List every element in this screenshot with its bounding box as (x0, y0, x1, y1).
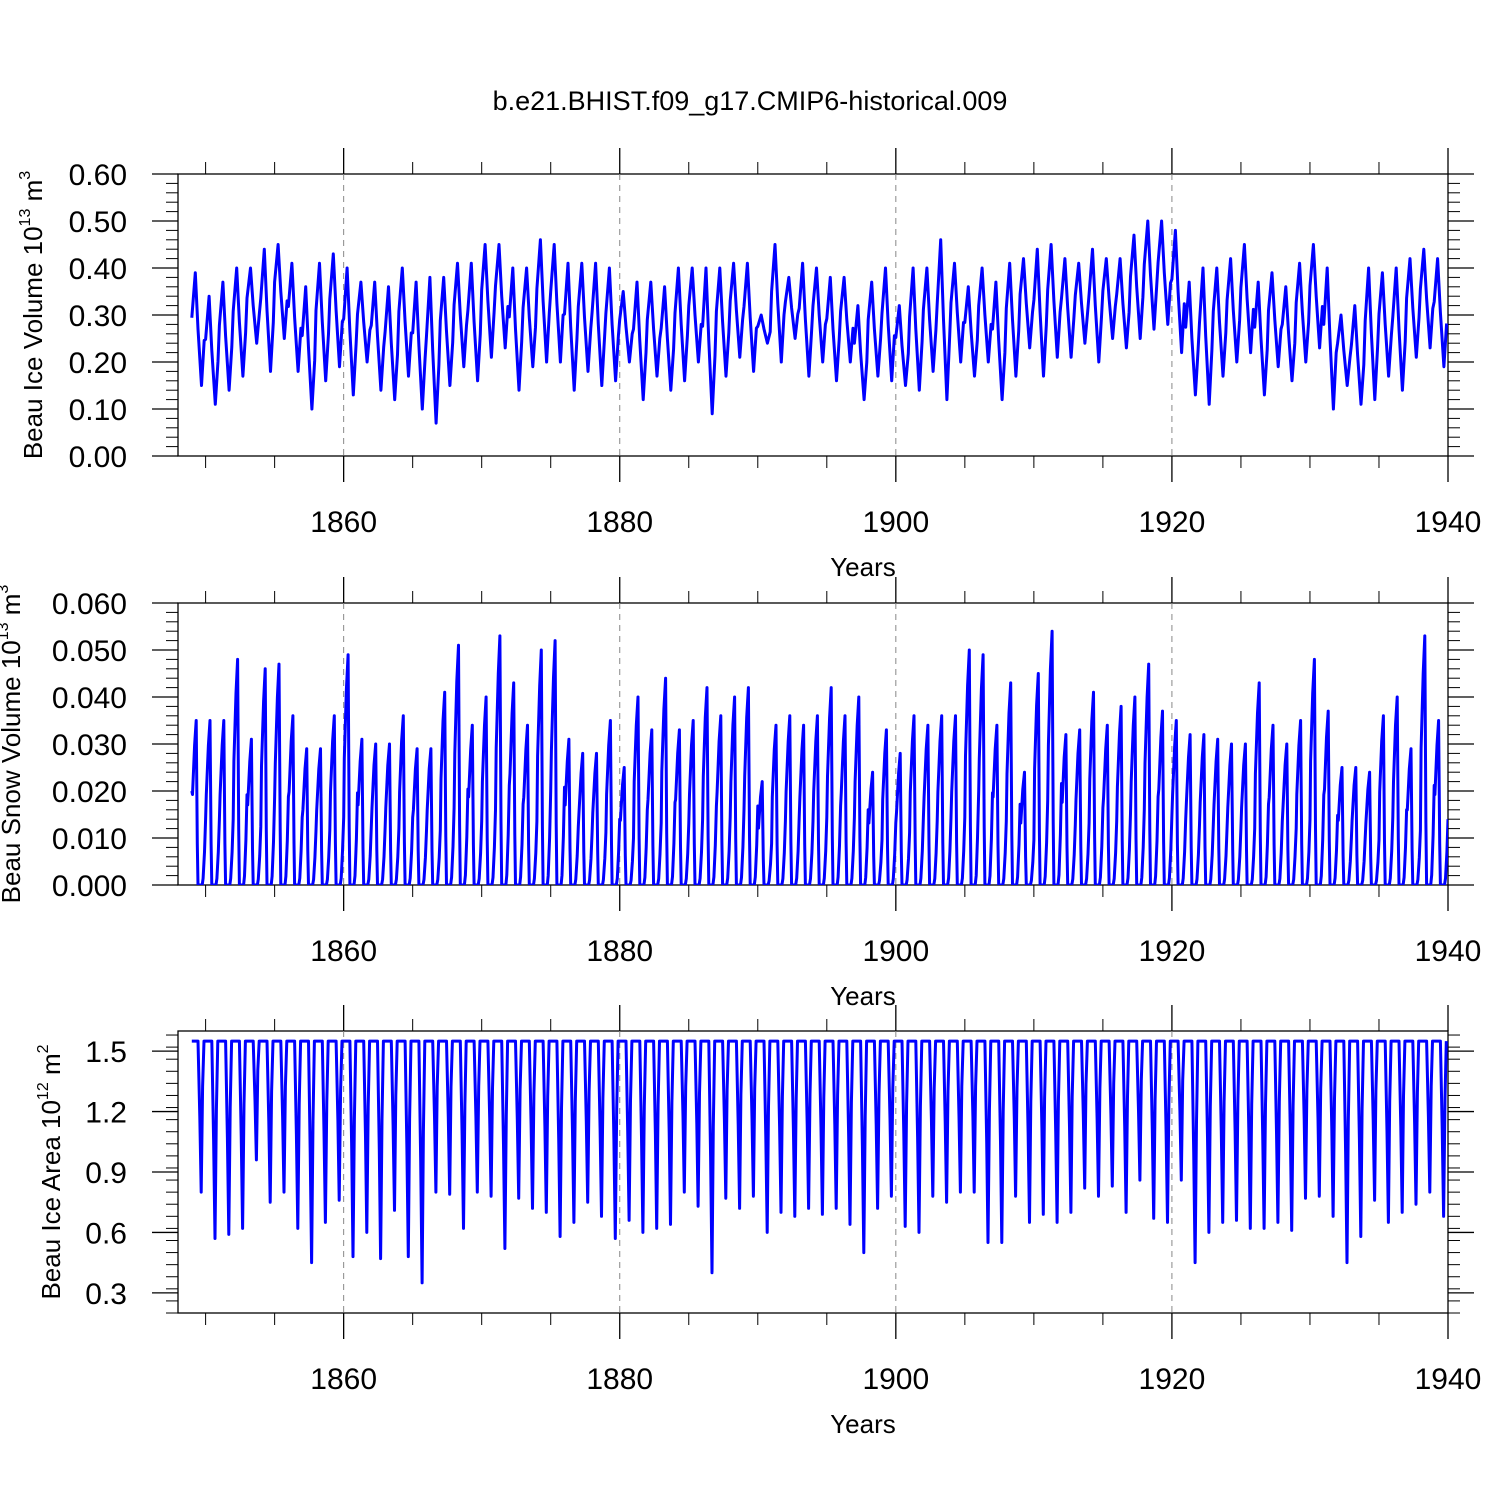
y-label-unit-exponent: 3 (0, 585, 12, 594)
x-tick-label: 1900 (862, 935, 929, 968)
y-label-unit: m (18, 180, 48, 209)
y-label-prefix: Beau Ice Volume 10 (18, 226, 48, 459)
y-axis-label: Beau Snow Volume 1013 m3 (0, 585, 26, 904)
x-tick-label: 1860 (310, 935, 377, 968)
x-tick-label: 1900 (862, 506, 929, 539)
y-tick-label: 0.30 (69, 300, 127, 333)
y-tick-label: 0.9 (85, 1157, 127, 1190)
x-tick-label: 1860 (310, 1363, 377, 1396)
y-tick-label: 0.60 (69, 159, 127, 192)
y-label-unit: m (36, 1053, 66, 1082)
y-tick-label: 0.6 (85, 1217, 127, 1250)
y-tick-label: 0.50 (69, 206, 127, 239)
x-tick-label: 1920 (1139, 506, 1206, 539)
y-tick-label: 0.040 (52, 682, 127, 715)
y-tick-label: 0.020 (52, 776, 127, 809)
y-label-exponent: 13 (0, 622, 12, 640)
y-tick-label: 0.3 (85, 1278, 127, 1311)
y-axis: 0.3 0.6 0.9 1.2 1.5 (85, 1034, 1474, 1314)
y-tick-label: 0.10 (69, 394, 127, 427)
x-tick-label: 1860 (310, 506, 377, 539)
x-tick-label: 1880 (586, 1363, 653, 1396)
x-axis: 1860 1880 1900 1920 1940 (205, 1005, 1482, 1396)
y-tick-label: 0.010 (52, 823, 127, 856)
x-axis-label: Years (830, 981, 896, 1011)
y-tick-label: 0.050 (52, 635, 127, 668)
y-label-exponent: 13 (17, 209, 34, 227)
x-tick-label: 1880 (586, 506, 653, 539)
panel-ice-area: 0.3 0.6 0.9 1.2 1.5 1860 1880 1900 1920 1940 Years… (35, 1005, 1481, 1439)
y-label-unit-exponent: 3 (17, 171, 34, 180)
y-axis: 0.00 0.10 0.20 0.30 0.40 0.50 0.60 (69, 159, 1474, 474)
x-tick-label: 1880 (586, 935, 653, 968)
y-tick-label: 0.00 (69, 441, 127, 474)
y-axis: 0.000 0.010 0.020 0.030 0.040 0.050 0.060 (52, 588, 1474, 903)
x-axis-label: Years (830, 1409, 896, 1439)
series-line-ice-volume (190, 219, 1448, 425)
y-tick-label: 0.20 (69, 347, 127, 380)
x-tick-label: 1920 (1139, 1363, 1206, 1396)
y-label-unit-exponent: 2 (35, 1044, 52, 1053)
y-tick-label: 0.030 (52, 729, 127, 762)
x-axis: 1860 1880 1900 1920 1940 (205, 577, 1482, 968)
y-label-exponent: 12 (35, 1082, 52, 1100)
x-tick-label: 1900 (862, 1363, 929, 1396)
x-tick-label: 1920 (1139, 935, 1206, 968)
panels: 0.00 0.10 0.20 0.30 0.40 0.50 0.60 1860 1880 1900… (0, 148, 1481, 1439)
y-axis-label: Beau Ice Volume 1013 m3 (17, 171, 48, 459)
series-line-snow-volume (190, 629, 1448, 885)
y-tick-label: 0.000 (52, 870, 127, 903)
y-tick-label: 1.5 (85, 1036, 127, 1069)
x-axis-label: Years (830, 552, 896, 582)
x-tick-label: 1940 (1415, 935, 1482, 968)
y-label-unit: m (0, 594, 26, 623)
series-line-ice-area (191, 1039, 1448, 1285)
x-axis: 1860 1880 1900 1920 1940 (205, 148, 1482, 539)
y-tick-label: 1.2 (85, 1097, 127, 1130)
y-label-prefix: Beau Snow Volume 10 (0, 640, 26, 903)
y-axis-label: Beau Ice Area 1012 m2 (35, 1044, 66, 1299)
x-tick-label: 1940 (1415, 506, 1482, 539)
y-tick-label: 0.060 (52, 588, 127, 621)
y-label-prefix: Beau Ice Area 10 (36, 1100, 66, 1299)
y-tick-label: 0.40 (69, 253, 127, 286)
figure-title: b.e21.BHIST.f09_g17.CMIP6-historical.009 (493, 86, 1008, 116)
x-tick-label: 1940 (1415, 1363, 1482, 1396)
panel-ice-volume: 0.00 0.10 0.20 0.30 0.40 0.50 0.60 1860 1880 1900… (17, 148, 1481, 582)
